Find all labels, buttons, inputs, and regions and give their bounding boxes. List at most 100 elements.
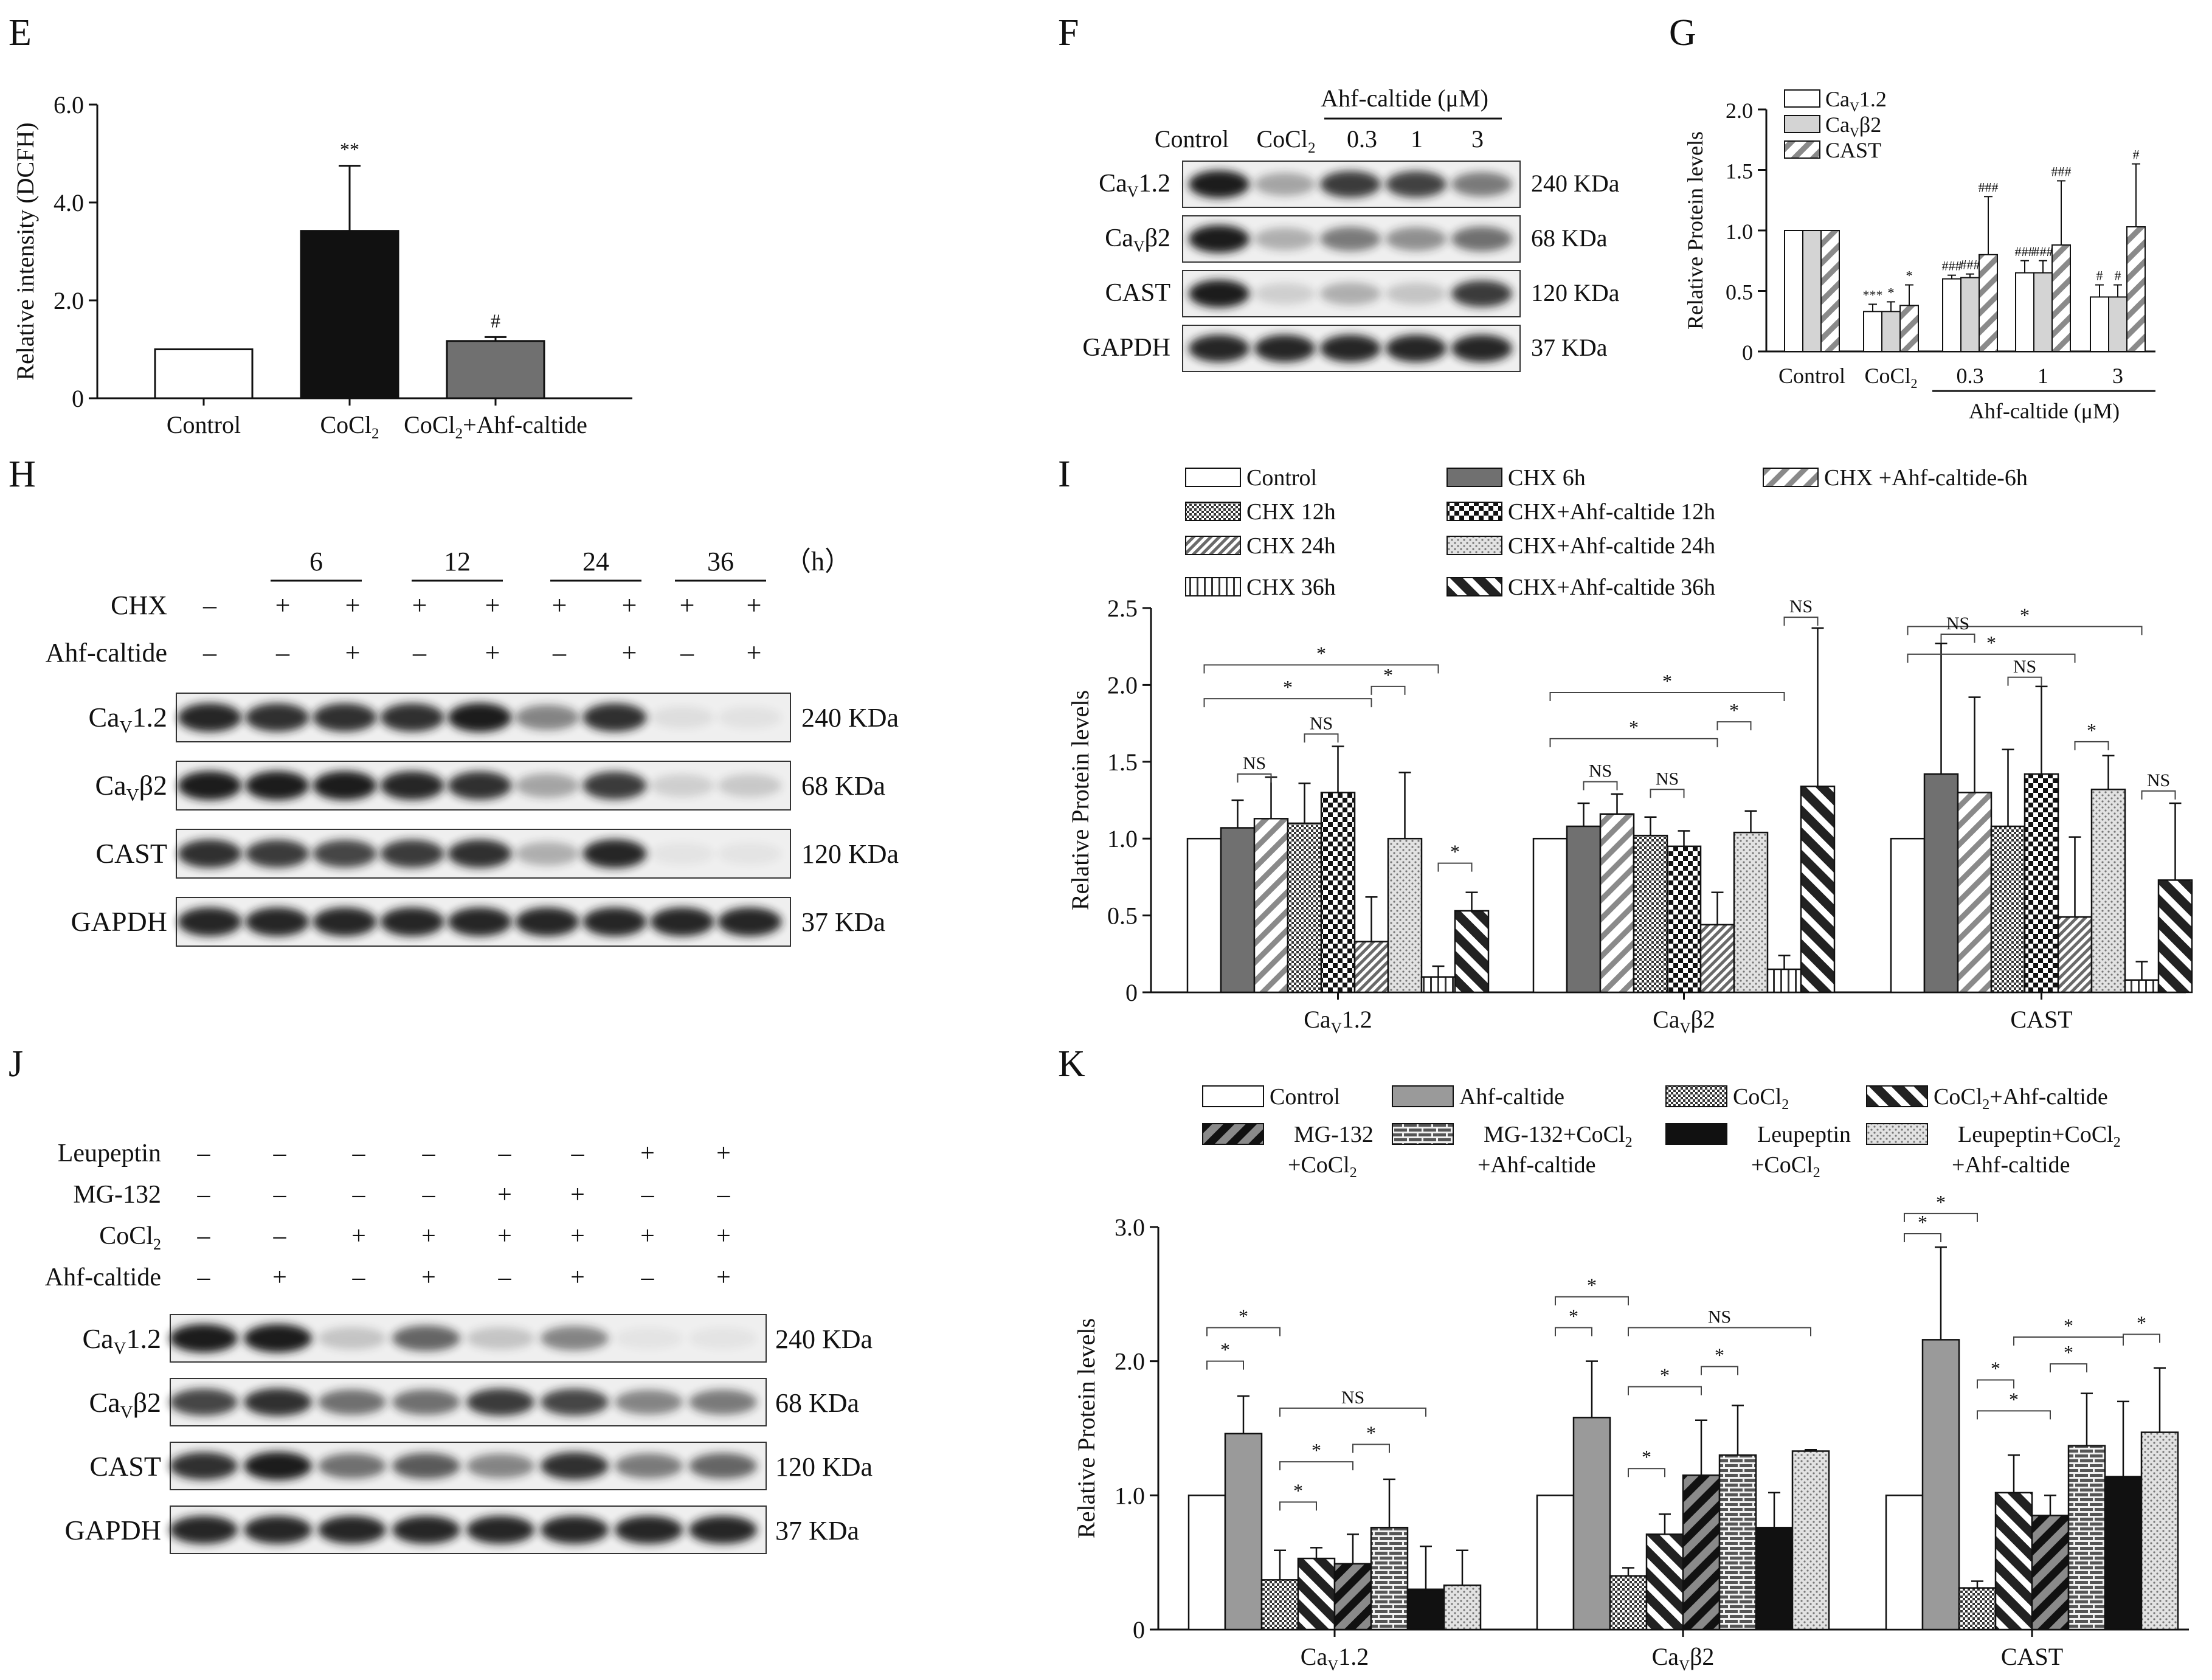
chart-k-bracket-label: *	[1991, 1358, 2000, 1380]
blot-h-timepoint: 6	[309, 547, 323, 576]
chart-e-y-axis-label: Relative intensity (DCFH)	[12, 122, 39, 380]
blot-j-treatment-mark: +	[421, 1263, 436, 1291]
blot-j-row-band	[466, 1327, 534, 1350]
blot-h-treatment-mark: +	[485, 638, 500, 668]
chart-i-bar	[1387, 837, 1423, 994]
chart-k-bracket-line	[1352, 1443, 1390, 1453]
chart-g-legend-label-main: Ca	[1825, 112, 1850, 137]
chart-g-significance: ###	[1942, 258, 1962, 274]
blot-h-treatment-mark: +	[680, 590, 695, 620]
blot-j-treatment-mark: –	[273, 1181, 287, 1209]
chart-k-bracket-line	[1628, 1327, 1811, 1336]
chart-i-bracket-line	[1370, 685, 1406, 695]
blot-h-row-label-sub: V	[120, 717, 133, 737]
blot-h-treatment-mark: +	[747, 590, 762, 620]
chart-g-bar	[1881, 311, 1901, 353]
chart-k-bar	[1885, 1495, 1924, 1631]
blot-j-treatment-mark: –	[422, 1181, 436, 1209]
chart-k-bracket-line	[1555, 1296, 1629, 1305]
chart-i-bracket-label: *	[1729, 699, 1739, 721]
chart-i-bar	[2157, 879, 2193, 994]
chart-g-bar	[1784, 230, 1803, 352]
chart-g-bar	[2015, 272, 2034, 352]
blot-h-row-band	[448, 771, 512, 800]
chart-i-bracket-label: *	[2020, 604, 2030, 626]
chart-i-legend-label-main: CHX+Ahf-caltide 12h	[1508, 499, 1715, 525]
blot-j-row-band	[318, 1389, 386, 1415]
blot-j-row-label-main: Ca	[82, 1323, 113, 1354]
blot-f-row-band	[1386, 334, 1446, 362]
chart-k-bar	[2031, 1515, 2070, 1631]
chart-g-bar	[1979, 254, 1998, 352]
blot-f-kda: 120 KDa	[1531, 279, 1620, 306]
chart-k-bracket-label: NS	[1341, 1388, 1364, 1408]
chart-i-legend-swatch	[1446, 468, 1502, 487]
chart-k-bracket-line	[2123, 1333, 2160, 1343]
chart-i-bracket-label: *	[1316, 643, 1326, 665]
chart-e-y-tick-label: 4.0	[54, 189, 84, 216]
blot-f-row-label-main: Ca	[1099, 170, 1127, 198]
chart-i-bar	[1633, 834, 1668, 994]
chart-e: 0 2.0 4.0 6.0 Relative intensity (DCFH) Contr…	[12, 91, 632, 442]
blot-f-row-label-sub: V	[1127, 183, 1139, 201]
chart-i-bracket-line	[1907, 626, 2143, 635]
chart-i-legend-swatch	[1446, 577, 1502, 596]
blot-f-header: Ahf-caltide (μM)	[1321, 85, 1488, 112]
blot-j-row-band	[318, 1327, 386, 1350]
blot-j-kda: 37 KDa	[775, 1516, 859, 1546]
chart-e-significance: #	[491, 309, 500, 331]
chart-k-legend-label-line2-main: +CoCl	[1751, 1152, 1813, 1178]
blot-f-lane-label: CoCl2	[1257, 125, 1316, 156]
blot-h-row-band	[582, 771, 647, 800]
chart-i-bracket-label: *	[1662, 670, 1672, 692]
chart-e-bar	[154, 348, 254, 399]
blot-f-row-label: CaVβ2	[1105, 224, 1170, 255]
blot-h-treatment-mark: +	[622, 590, 637, 620]
blot-f-row-band	[1254, 283, 1315, 305]
blot-h-row-band	[650, 843, 714, 865]
blot-f-lane-label: Control	[1155, 125, 1229, 153]
chart-g-bar	[2090, 296, 2109, 353]
chart-g-significance: ###	[2051, 164, 2072, 179]
blot-f-row-band	[1451, 171, 1512, 197]
blot-h-row-band	[313, 907, 377, 936]
chart-k-legend-label-line2-main: +Ahf-caltide	[1478, 1152, 1595, 1178]
blot-j-treatment-label-main: Leupeptin	[58, 1139, 161, 1167]
blot-f-row-label-rest: β2	[1145, 224, 1170, 252]
blot-h-row-band	[515, 773, 579, 798]
chart-k-legend-label: Control	[1270, 1084, 1340, 1110]
blot-j-treatment-mark: –	[197, 1263, 211, 1291]
chart-i-x-tick-label: CaVβ2	[1653, 1006, 1715, 1037]
chart-k-legend-label: Leupeptin+CoCl2	[1958, 1122, 2121, 1150]
chart-g-x-tick-label-main: 3	[2112, 364, 2123, 388]
chart-i-bar	[1320, 792, 1356, 994]
chart-i-legend-label: Control	[1246, 465, 1317, 491]
chart-g-legend-label-main: Ca	[1825, 87, 1850, 111]
panel-label-f: F	[1058, 12, 1079, 54]
chart-e-bar	[446, 340, 545, 399]
chart-k-legend-label-sub: 2	[1782, 1097, 1789, 1113]
blot-f-row-band	[1451, 226, 1512, 252]
blot-h-row-band	[448, 907, 512, 936]
chart-k-bar	[1224, 1433, 1263, 1631]
blot-j-row-band	[689, 1515, 757, 1544]
chart-e-x-tick-label-sub: 2	[372, 426, 379, 442]
chart-i-legend-label-main: CHX 24h	[1246, 533, 1336, 559]
blot-h-row-band	[178, 907, 242, 936]
blot-j-row-label: GAPDH	[65, 1515, 161, 1546]
blot-h-treatment-mark: +	[485, 590, 500, 620]
chart-g-bar	[2108, 296, 2127, 353]
blot-h-row-band	[245, 703, 309, 732]
chart-k-bar	[2140, 1431, 2179, 1631]
blot-j-treatment-mark: –	[197, 1181, 211, 1209]
panel-label-e: E	[9, 12, 32, 54]
chart-i-bar	[1532, 837, 1568, 994]
chart-g-y-tick-label: 0	[1742, 340, 1753, 365]
chart-i-x-tick-label-rest: 1.2	[1342, 1006, 1372, 1033]
blot-h-row-label: GAPDH	[71, 906, 167, 937]
chart-i-bracket-label: NS	[2013, 657, 2036, 677]
chart-k-bar	[2067, 1445, 2106, 1631]
blot-f-lane-label-main: 3	[1471, 125, 1484, 153]
chart-k-y-axis-label: Relative Protein levels	[1073, 1318, 1100, 1538]
blot-j-treatment-mark: +	[421, 1222, 436, 1250]
